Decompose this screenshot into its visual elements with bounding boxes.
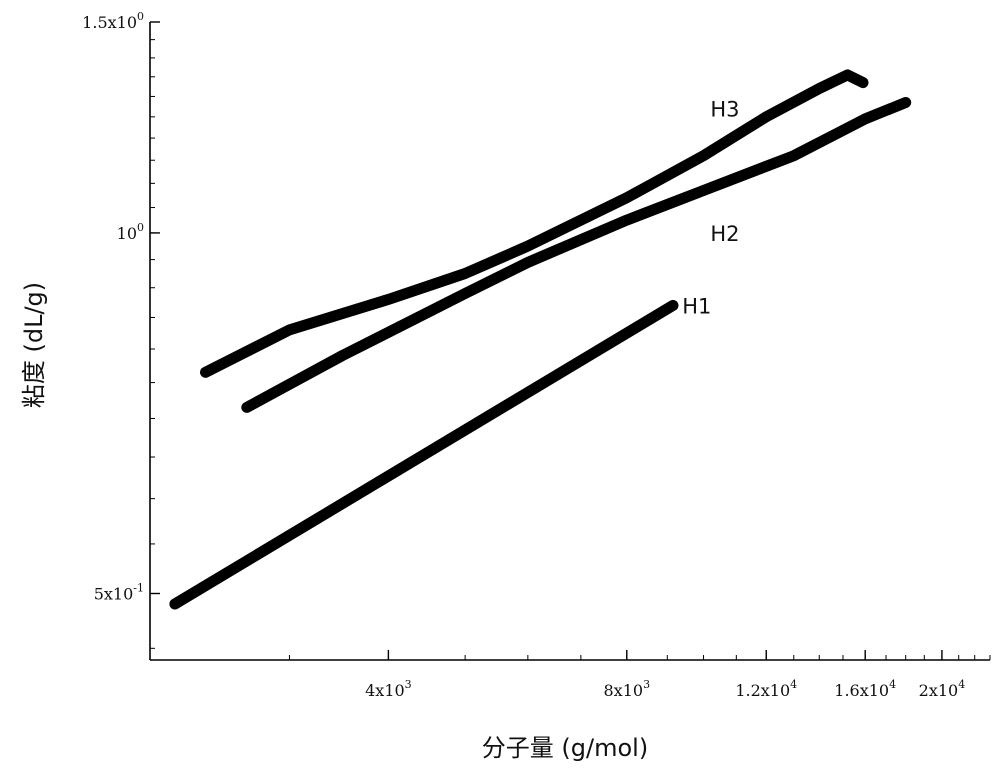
y-tick-label: 1.5x100: [82, 10, 144, 32]
x-tick-label: 1.6x104: [834, 678, 896, 700]
x-axis-title: 分子量 (g/mol): [482, 734, 648, 762]
y-axis-title: 粘度 (dL/g): [20, 282, 48, 408]
labels-group: H1 H2 H3: [682, 98, 739, 319]
series-line-h3: [206, 75, 864, 372]
axes: 5x10-1 100 1.5x100 4x103 8x103 1.2x104 1.6x104…: [82, 10, 990, 700]
x-tick-label: 1.2x104: [735, 678, 797, 700]
series-group: [175, 75, 906, 604]
y-tick-label: 5x10-1: [94, 582, 144, 604]
series-label-h2: H2: [710, 222, 739, 246]
x-tick-label: 8x103: [604, 678, 651, 700]
x-tick-label: 4x103: [365, 678, 412, 700]
y-tick-label: 100: [117, 221, 144, 243]
series-label-h3: H3: [710, 98, 739, 122]
series-label-h1: H1: [682, 294, 711, 318]
x-tick-label: 2x104: [919, 678, 966, 700]
